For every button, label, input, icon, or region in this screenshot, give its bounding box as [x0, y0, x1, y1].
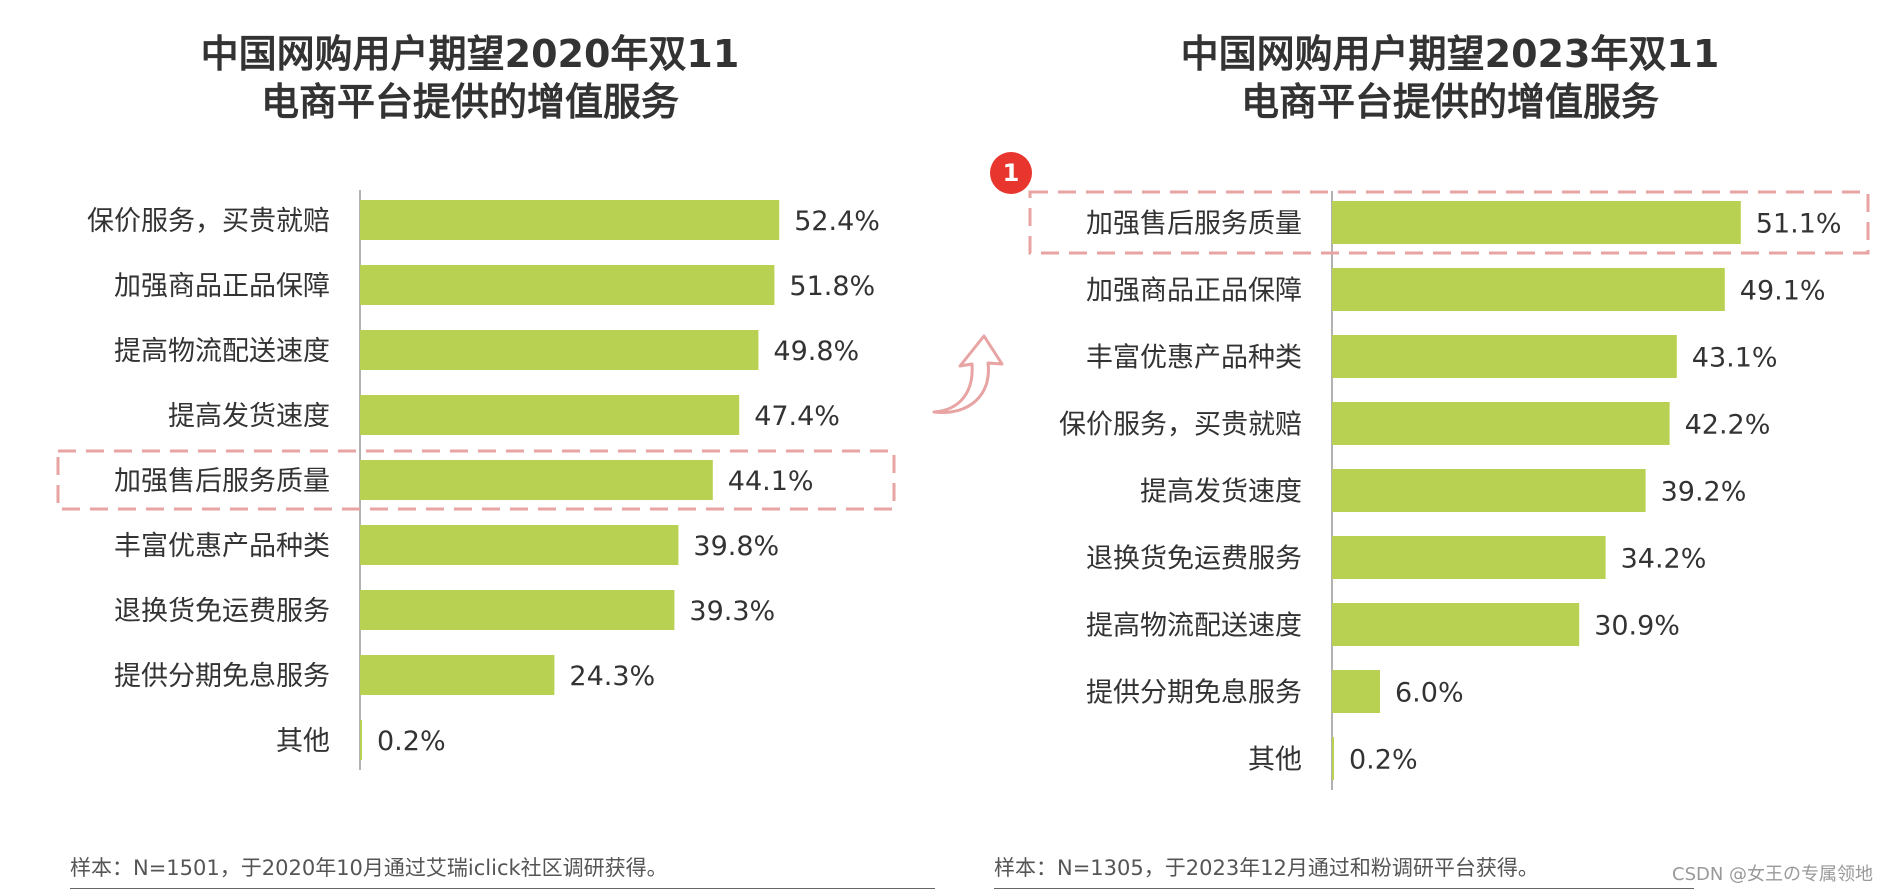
category-label: 退换货免运费服务 [1086, 544, 1302, 575]
rank-badge: 1 [990, 152, 1032, 194]
bar [1332, 335, 1677, 378]
footnote-2020: 样本：N=1501，于2020年10月通过艾瑞iclick社区调研获得。 [70, 856, 668, 880]
chart-title-2023-line1: 中国网购用户期望2023年双11 [1180, 32, 1720, 76]
data-label: 44.1% [728, 466, 814, 497]
category-label: 加强售后服务质量 [1086, 209, 1302, 240]
bar [360, 590, 675, 630]
category-label: 提高发货速度 [168, 401, 330, 432]
category-label: 提高发货速度 [1140, 477, 1302, 508]
bar [1332, 737, 1334, 780]
data-label: 47.4% [754, 401, 840, 432]
data-label: 39.8% [693, 531, 779, 562]
bar [360, 460, 713, 500]
footer-divider-2020 [70, 888, 935, 889]
category-label: 加强售后服务质量 [114, 466, 330, 497]
category-label: 丰富优惠产品种类 [1086, 343, 1302, 374]
data-label: 49.1% [1740, 276, 1826, 307]
chart-panel-2023: 中国网购用户期望2023年双11 电商平台提供的增值服务 加强售后服务质量 51.… [980, 0, 1900, 890]
curved-up-arrow-icon [932, 334, 1004, 414]
bar [1332, 402, 1670, 445]
data-label: 0.2% [377, 726, 446, 757]
bar [360, 525, 679, 565]
bar [1332, 201, 1741, 244]
bar [1332, 670, 1380, 713]
category-label: 保价服务，买贵就赔 [87, 206, 330, 237]
category-label: 其他 [1248, 745, 1302, 776]
data-label: 51.8% [789, 271, 875, 302]
data-label: 51.1% [1756, 209, 1842, 240]
category-label: 提供分期免息服务 [114, 661, 330, 692]
data-label: 34.2% [1621, 544, 1707, 575]
footnote-2023: 样本：N=1305，于2023年12月通过和粉调研平台获得。 [994, 856, 1539, 880]
bar [360, 200, 780, 240]
data-label: 43.1% [1692, 343, 1778, 374]
bar [360, 265, 775, 305]
category-label: 加强商品正品保障 [114, 271, 330, 302]
highlight-box [1028, 190, 1870, 255]
bar [1332, 268, 1725, 311]
data-label: 39.2% [1661, 477, 1747, 508]
bar [1332, 603, 1580, 646]
footer-divider-2023 [994, 888, 1694, 889]
chart-title-2023-line2: 电商平台提供的增值服务 [1240, 80, 1659, 124]
category-label: 退换货免运费服务 [114, 596, 330, 627]
bar [360, 720, 362, 760]
data-label: 30.9% [1594, 611, 1680, 642]
chart-panel-2020: 中国网购用户期望2020年双11 电商平台提供的增值服务 保价服务，买贵就赔 52… [0, 0, 940, 890]
data-label: 52.4% [794, 206, 880, 237]
data-label: 42.2% [1685, 410, 1771, 441]
bar-chart-2023: 加强售后服务质量 51.1% 加强商品正品保障 49.1% 丰富优惠产品种类 43.1% 保… [1028, 190, 1870, 790]
category-label: 其他 [276, 726, 330, 757]
bar [360, 395, 740, 435]
chart-title-2020: 中国网购用户期望2020年双11 电商平台提供的增值服务 [150, 30, 790, 126]
category-label: 提高物流配送速度 [114, 336, 330, 367]
bar [360, 655, 555, 695]
bar [1332, 536, 1606, 579]
chart-title-2023: 中国网购用户期望2023年双11 电商平台提供的增值服务 [1130, 30, 1770, 126]
bar [360, 330, 759, 370]
data-label: 6.0% [1395, 678, 1464, 709]
bar [1332, 469, 1646, 512]
category-label: 加强商品正品保障 [1086, 276, 1302, 307]
data-label: 0.2% [1349, 745, 1418, 776]
category-label: 提供分期免息服务 [1086, 678, 1302, 709]
chart-title-2020-line1: 中国网购用户期望2020年双11 [200, 32, 740, 76]
bar-chart-2020: 保价服务，买贵就赔 52.4% 加强商品正品保障 51.8% 提高物流配送速度 49.8%… [56, 190, 896, 770]
data-label: 39.3% [689, 596, 775, 627]
category-label: 保价服务，买贵就赔 [1059, 410, 1302, 441]
category-label: 提高物流配送速度 [1086, 611, 1302, 642]
category-label: 丰富优惠产品种类 [114, 531, 330, 562]
data-label: 49.8% [773, 336, 859, 367]
watermark: CSDN @女王の专属领地 [1672, 864, 1874, 885]
data-label: 24.3% [569, 661, 655, 692]
chart-title-2020-line2: 电商平台提供的增值服务 [260, 80, 679, 124]
